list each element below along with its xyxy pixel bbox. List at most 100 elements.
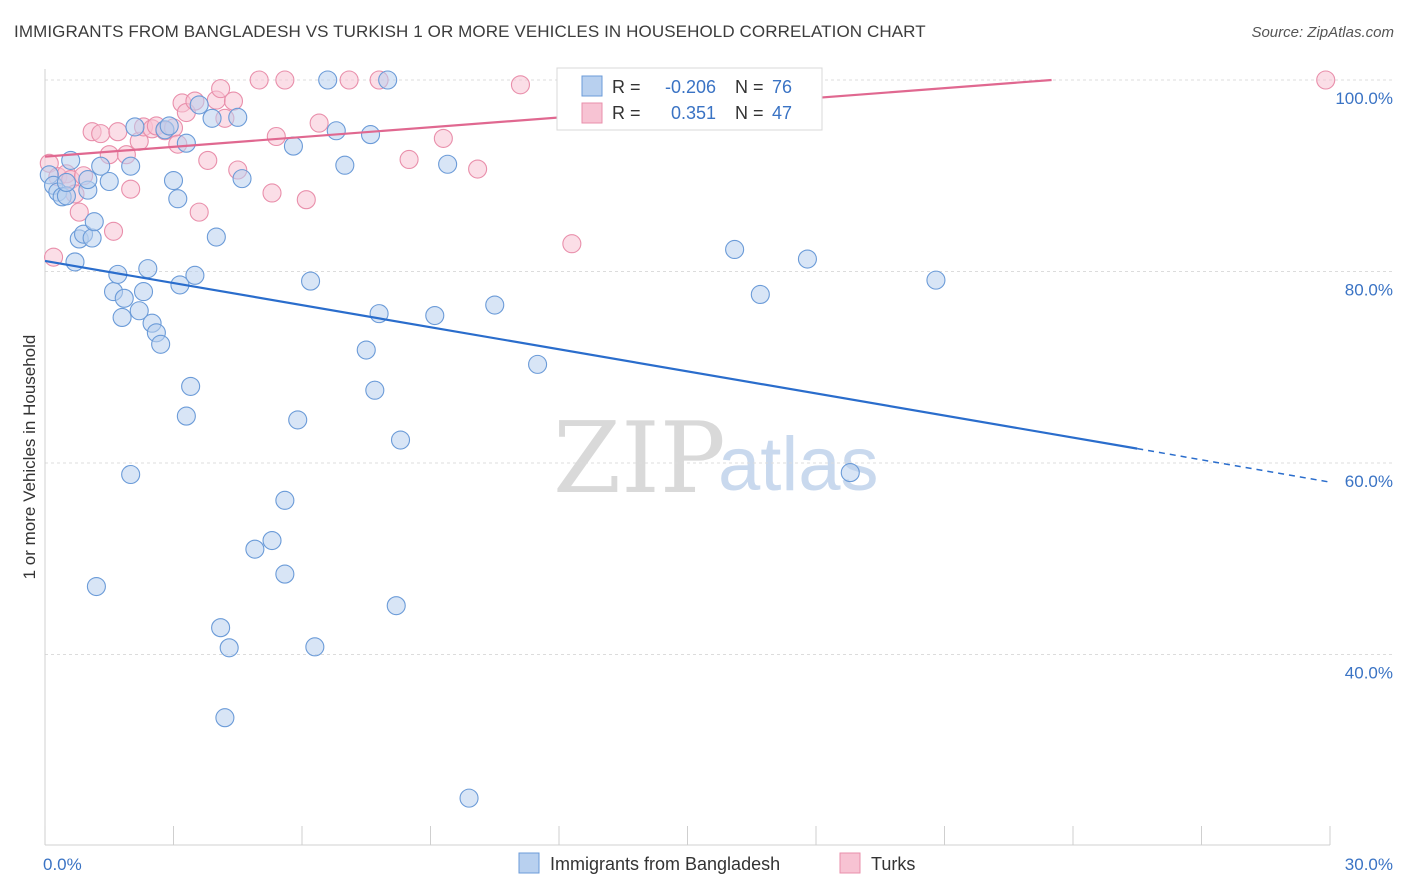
bangladesh-point (245, 539, 265, 559)
series-legend-label-turks: Turks (871, 854, 915, 874)
bangladesh-point (425, 305, 445, 326)
turks-point (562, 234, 582, 254)
bangladesh-point (151, 334, 171, 354)
x-tick-label-max: 30.0% (1345, 855, 1393, 874)
bangladesh-point (181, 376, 201, 396)
bangladesh-point (725, 239, 745, 260)
bangladesh-point (275, 564, 295, 584)
turks-point (1316, 70, 1336, 90)
y-tick-label-100: 100.0% (1335, 89, 1393, 108)
bangladesh-point (129, 301, 149, 321)
grid (45, 79, 1393, 655)
bangladesh-point (112, 307, 132, 328)
turks-point (69, 202, 89, 222)
legend-r-label-1: R = (612, 77, 641, 97)
turks-point (103, 221, 124, 241)
bangladesh-point (121, 464, 141, 485)
bangladesh-point (386, 596, 406, 616)
bangladesh-point (82, 228, 102, 248)
bangladesh-point (262, 531, 282, 551)
bangladesh-point (390, 430, 411, 450)
bangladesh-point (114, 288, 134, 308)
legend-r-value-1: -0.206 (665, 77, 716, 97)
bangladesh-point (86, 576, 106, 597)
bangladesh-point (176, 133, 196, 153)
turks-trend-line (44, 78, 1052, 158)
bangladesh-point (138, 259, 158, 279)
y-tick-label-40: 40.0% (1345, 664, 1393, 683)
bangladesh-points (39, 70, 946, 808)
bangladesh-point (78, 170, 98, 190)
bangladesh-point (301, 271, 321, 291)
turks-point (211, 79, 231, 99)
bangladesh-point (159, 116, 179, 136)
bangladesh-point (189, 95, 209, 115)
bangladesh-point (528, 354, 548, 374)
y-tick-label-60: 60.0% (1345, 472, 1393, 491)
bangladesh-point (356, 340, 376, 360)
series-legend-label-bangladesh: Immigrants from Bangladesh (550, 854, 780, 874)
legend-n-value-1: 76 (772, 77, 792, 97)
y-tick-label-80: 80.0% (1345, 281, 1393, 300)
series-legend-swatch-bangladesh (518, 852, 540, 874)
bangladesh-point (84, 212, 104, 232)
bangladesh-trend-extension (1137, 447, 1331, 483)
bangladesh-point (99, 171, 119, 192)
legend-r-label-2: R = (612, 103, 641, 123)
bangladesh-point (326, 121, 346, 141)
trend-lines (44, 78, 1331, 483)
bangladesh-point (485, 295, 505, 315)
bangladesh-point (91, 156, 111, 176)
turks-point (198, 150, 218, 170)
turks-point (121, 179, 141, 199)
bangladesh-trend-line (44, 259, 1138, 450)
turks-point (309, 113, 329, 133)
bangladesh-point (202, 108, 222, 128)
y-tick-labels: 40.0% 60.0% 80.0% 100.0% (1335, 89, 1393, 683)
turks-point (189, 202, 209, 222)
bangladesh-point (219, 638, 239, 658)
bangladesh-point (56, 172, 76, 193)
turks-point (468, 159, 488, 179)
turks-point (91, 124, 111, 144)
bangladesh-point (133, 282, 154, 302)
bangladesh-point (365, 380, 385, 400)
legend-n-value-2: 47 (772, 103, 792, 123)
turks-point (433, 128, 453, 148)
bangladesh-point (926, 270, 946, 290)
bangladesh-point (163, 170, 184, 191)
turks-point (510, 75, 531, 95)
bangladesh-point (232, 169, 252, 189)
bangladesh-point (275, 490, 295, 510)
bangladesh-point (797, 249, 817, 269)
bangladesh-point (360, 125, 381, 145)
bangladesh-point (211, 618, 231, 638)
turks-point (249, 70, 269, 90)
bangladesh-point (228, 107, 248, 127)
turks-point (108, 122, 128, 142)
bangladesh-point (459, 788, 479, 808)
chart-title: IMMIGRANTS FROM BANGLADESH VS TURKISH 1 … (14, 22, 926, 41)
turks-point (275, 70, 295, 90)
chart-source: Source: ZipAtlas.com (1251, 24, 1394, 41)
bangladesh-point (438, 154, 458, 174)
bangladesh-point (840, 463, 860, 483)
bangladesh-point (176, 406, 196, 426)
bangladesh-point (185, 265, 205, 285)
turks-point (223, 91, 244, 111)
series-legend-swatch-turks (839, 852, 861, 874)
legend-swatch-pink (581, 102, 603, 124)
series-legend: Immigrants from Bangladesh Turks (518, 852, 915, 874)
turks-point (296, 190, 316, 210)
correlation-legend: R = -0.206 N = 76 R = 0.351 N = 47 (556, 67, 823, 131)
bangladesh-point (318, 70, 338, 90)
bangladesh-point (215, 708, 235, 728)
x-ticks (44, 826, 1331, 845)
legend-n-label-1: N = (735, 77, 764, 97)
legend-r-value-2: 0.351 (671, 103, 716, 123)
bangladesh-point (121, 156, 141, 176)
legend-n-label-2: N = (735, 103, 764, 123)
bangladesh-point (168, 189, 188, 209)
turks-point (339, 70, 359, 90)
